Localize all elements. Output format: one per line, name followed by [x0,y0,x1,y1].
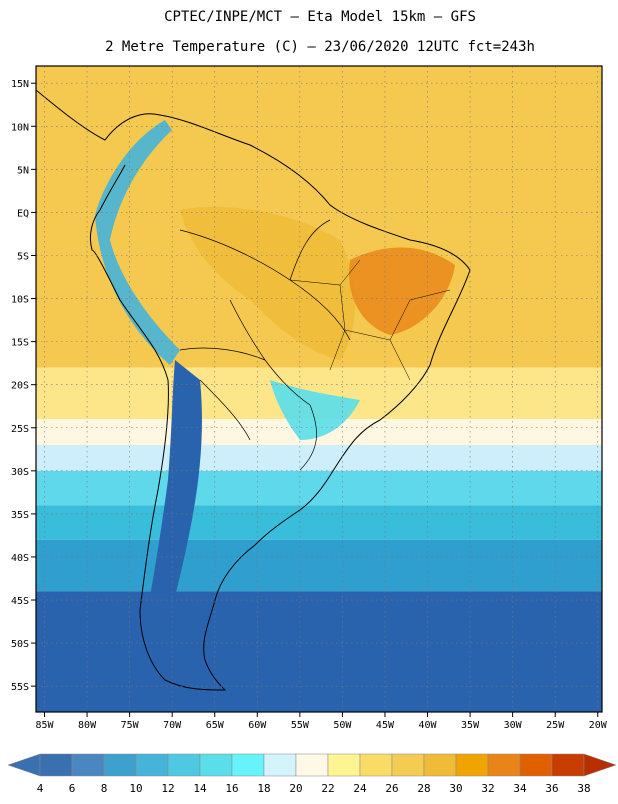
colorbar-label: 26 [385,782,398,795]
colorbar-label: 4 [37,782,44,795]
latitude-label: 20S [11,381,29,392]
colorbar-label: 16 [225,782,238,795]
brazil-state-borders [289,259,451,381]
latitude-label: 40S [11,553,29,564]
colorbar-swatch [71,753,105,777]
colorbar-swatch [519,753,553,777]
longitude-label: 50W [333,720,352,731]
longitude-label: 70W [163,720,182,731]
colorbar-label: 20 [289,782,302,795]
colorbar-label: 24 [353,782,367,795]
temperature-field [36,66,602,712]
colorbar-swatch [39,753,73,777]
colorbar-swatch [295,753,329,777]
latitude-labels: 15N 10N 5N EQ 5S 10S 15S 20S 25S 30S 35S 40S 45S 50S 5… [11,79,36,693]
colorbar-swatch [167,753,201,777]
northeast-hot-area [349,247,455,335]
colorbar-label: 8 [101,782,108,795]
colorbar: 4 6 8 10 12 14 16 18 20 22 24 26 28 30 32 34 36 38 [7,753,617,795]
colorbar-label: 28 [417,782,430,795]
latitude-label: 45S [11,596,29,607]
longitude-label: 45W [376,720,395,731]
title-line-1: CPTEC/INPE/MCT — Eta Model 15km — GFS [164,9,476,25]
colorbar-label: 32 [481,782,494,795]
latitude-label: 5N [17,165,29,176]
longitude-label: 65W [206,720,225,731]
latitude-label: 30S [11,467,29,478]
latitude-label: EQ [17,208,29,219]
longitude-label: 75W [121,720,140,731]
longitude-label: 60W [248,720,267,731]
colorbar-swatch [231,753,265,777]
colorbar-label: 30 [449,782,462,795]
colorbar-swatch [487,753,521,777]
colorbar-label: 34 [513,782,527,795]
longitude-label: 35W [461,720,480,731]
temperature-band-7 [36,591,602,712]
colorbar-swatch [359,753,393,777]
temperature-band-3 [36,444,602,471]
colorbar-label: 36 [545,782,558,795]
colorbar-label: 12 [161,782,174,795]
temperature-band-4 [36,470,602,506]
colorbar-swatch [455,753,489,777]
longitude-label: 55W [291,720,310,731]
colorbar-swatch [263,753,297,777]
longitude-label: 20W [589,720,608,731]
longitude-label: 25W [546,720,565,731]
colorbar-swatch [391,753,425,777]
colorbar-swatch [199,753,233,777]
map-frame [35,65,603,713]
map-plot-area [36,66,602,712]
colorbar-label: 6 [69,782,76,795]
latitude-label: 50S [11,639,29,650]
country-borders [179,219,351,471]
latitude-label: 10S [11,295,29,306]
temperature-band-5 [36,505,602,540]
latitude-label: 55S [11,682,29,693]
latitude-label: 15N [11,79,29,90]
colorbar-label: 10 [129,782,142,795]
colorbar-label: 22 [321,782,334,795]
latitude-label: 10N [11,122,29,133]
colorbar-swatch [423,753,457,777]
southeast-cool-coast [270,380,360,440]
colorbar-label: 38 [577,782,590,795]
latitude-label: 5S [17,251,29,262]
colorbar-swatch [103,753,137,777]
southern-andes-cold-strip [140,360,202,660]
longitude-labels: 85W 80W 75W 70W 65W 60W 55W 50W 45W 40W 35W 30W 25W 2… [35,712,608,731]
colorbar-swatch [551,753,585,777]
temperature-band-6 [36,539,602,592]
latitude-label: 35S [11,510,29,521]
latitude-label: 25S [11,424,29,435]
colorbar-swatch [135,753,169,777]
colorbar-label: 14 [193,782,207,795]
longitude-label: 30W [504,720,523,731]
colorbar-label: 18 [257,782,270,795]
title-line-2: 2 Metre Temperature (C) — 23/06/2020 12U… [105,39,535,55]
amazon-warm-area [180,206,355,360]
colorbar-right-arrow [583,753,617,777]
colorbar-left-arrow [7,753,41,777]
latitude-label: 15S [11,338,29,349]
longitude-label: 80W [78,720,97,731]
colorbar-swatch [327,753,361,777]
longitude-label: 40W [418,720,437,731]
longitude-label: 85W [35,720,54,731]
